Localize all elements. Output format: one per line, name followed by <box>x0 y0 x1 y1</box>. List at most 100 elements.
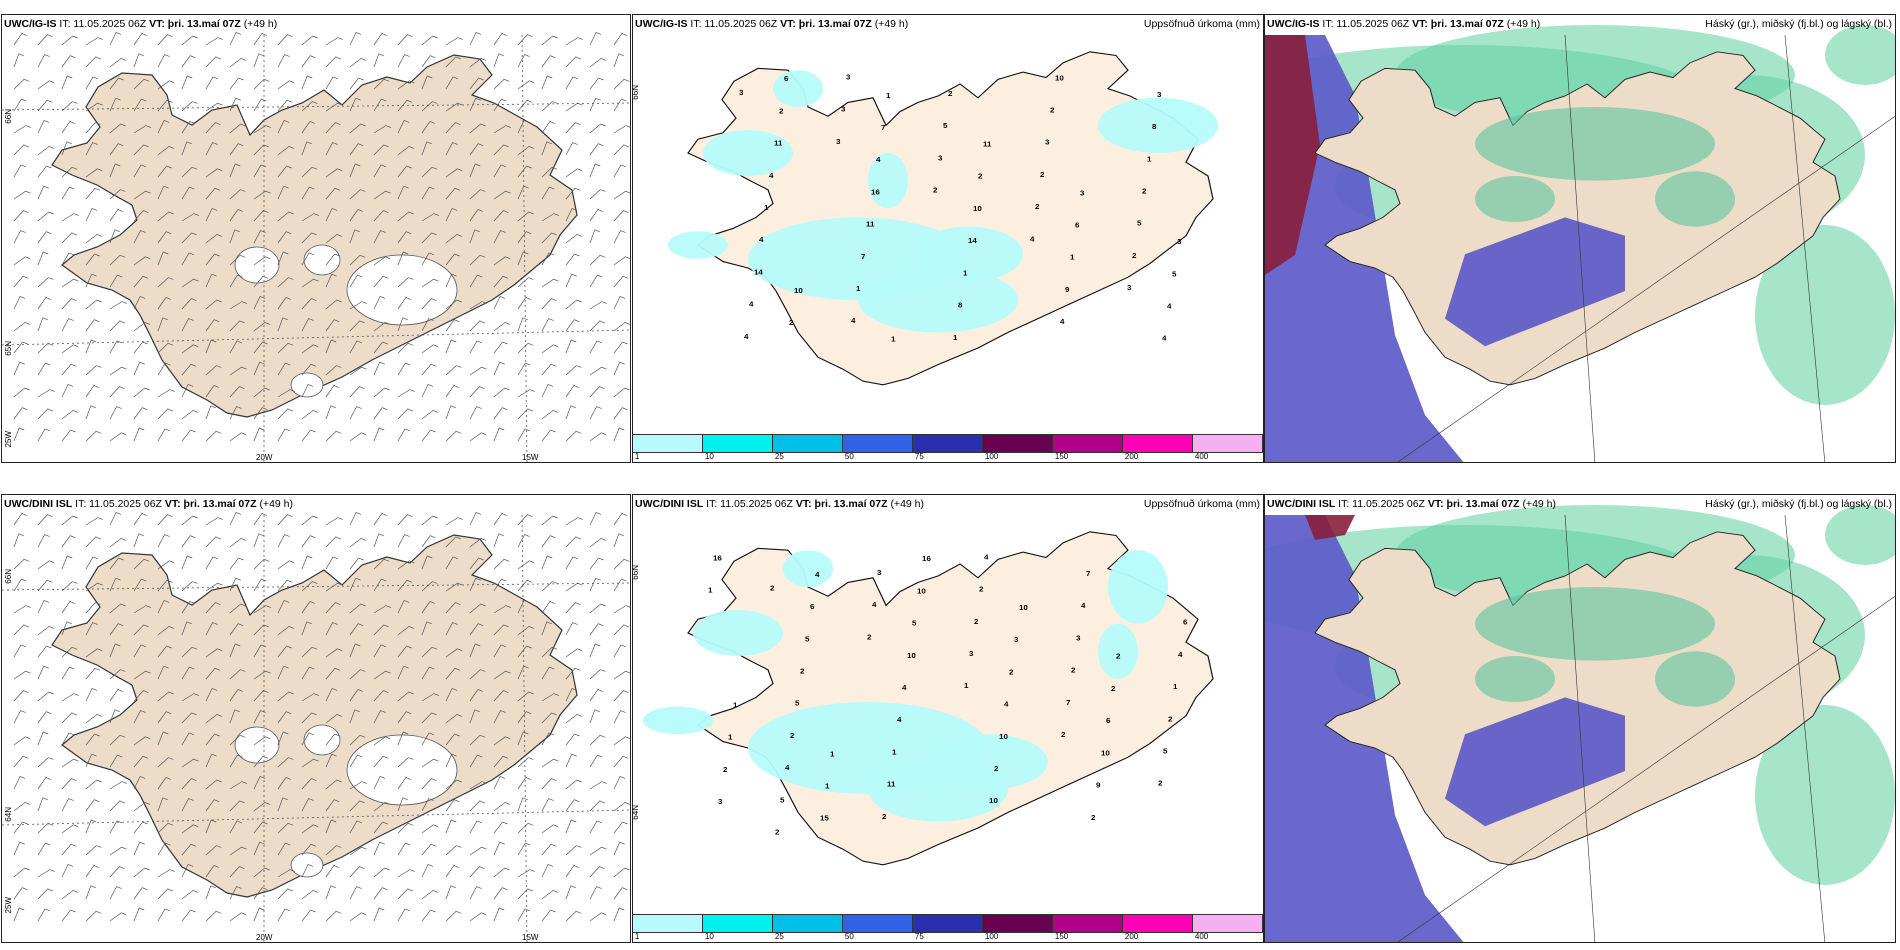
wind-barb <box>85 405 96 420</box>
wind-barb <box>397 645 412 658</box>
wind-barb <box>397 908 411 922</box>
lat-label-66: 66N <box>4 109 13 124</box>
wind-barb <box>397 888 413 900</box>
wind-barb <box>61 35 78 46</box>
wind-barb <box>493 841 505 856</box>
wind-barb <box>253 670 271 680</box>
wind-barb <box>397 146 415 156</box>
wind-barb <box>85 667 101 680</box>
wind-barb <box>301 798 314 812</box>
wind-barb <box>349 538 367 548</box>
wind-barb <box>493 210 509 222</box>
wind-barb <box>277 711 292 724</box>
cloud-title: Háský (gr.), miðský (fj.bl.) og lágský (… <box>1705 18 1892 30</box>
wind-barb <box>493 427 505 442</box>
wind-barb <box>85 714 103 724</box>
wind-barb <box>253 907 265 922</box>
precip-value-label: 1 <box>825 782 830 791</box>
wind-barb <box>85 37 104 46</box>
wind-barb <box>517 99 533 112</box>
wind-barb <box>469 820 483 834</box>
wind-barb <box>469 189 486 200</box>
wind-barb <box>517 560 535 570</box>
wind-barb <box>157 645 172 658</box>
precip-value-label: 10 <box>1101 749 1110 758</box>
wind-barb <box>157 665 169 680</box>
wind-barb <box>13 670 31 680</box>
wind-barb <box>85 687 98 702</box>
wind-barb <box>61 732 75 746</box>
wind-barb <box>325 273 337 288</box>
wind-barb <box>85 56 101 68</box>
colorbar-tick: 10 <box>704 452 714 461</box>
wind-barb <box>37 579 53 592</box>
wind-barb <box>229 603 246 614</box>
wind-barb <box>445 714 463 724</box>
wind-barb <box>349 406 362 420</box>
wind-barb <box>325 76 339 90</box>
wind-barb <box>589 623 604 636</box>
precip-value-label: 7 <box>1066 698 1070 707</box>
wind-barb <box>373 144 389 156</box>
wind-barb <box>325 56 341 68</box>
wind-barb <box>541 798 554 812</box>
wind-barb <box>517 645 532 658</box>
wind-barb <box>541 824 559 834</box>
wind-barb <box>205 299 222 310</box>
precip-value-label: 7 <box>881 123 885 132</box>
wind-barb <box>349 77 364 90</box>
wind-barb <box>445 76 459 90</box>
wind-barb <box>277 869 296 878</box>
wind-barb <box>205 253 220 266</box>
wind-barb <box>589 511 602 526</box>
wind-barb <box>253 802 271 812</box>
wind-barb <box>157 822 174 834</box>
wind-barb <box>517 317 528 332</box>
wind-barb <box>493 387 510 398</box>
wind-barb <box>277 888 293 900</box>
wind-barb <box>277 908 291 922</box>
wind-barb <box>589 432 607 442</box>
graticule-line <box>1397 116 1895 462</box>
wind-barb <box>445 253 460 266</box>
precip-value-label: 9 <box>1096 781 1100 790</box>
mid-cloud-area <box>1655 651 1735 707</box>
wind-barb <box>613 295 626 310</box>
wind-barb <box>541 621 552 636</box>
wind-barb <box>109 800 125 812</box>
wind-barb <box>613 98 627 112</box>
wind-barb <box>133 775 146 790</box>
wind-barb <box>541 166 558 178</box>
precip-value-label: 1 <box>892 748 897 757</box>
wind-barb <box>517 534 530 548</box>
wind-barb <box>613 841 625 856</box>
wind-barb <box>421 101 438 112</box>
precip-value-label: 11 <box>774 139 783 148</box>
wind-barb <box>157 185 169 200</box>
wind-barb <box>541 318 554 332</box>
wind-barb <box>517 428 531 442</box>
precip-value-label: 1 <box>733 701 738 710</box>
precip-value-label: 4 <box>1178 650 1183 659</box>
wind-barb <box>253 710 266 724</box>
wind-barb <box>445 779 462 790</box>
wind-barb <box>541 712 557 724</box>
precip-value-label: 9 <box>1065 285 1069 294</box>
wind-barb <box>301 252 315 266</box>
wind-barb <box>157 296 171 310</box>
wind-barb <box>613 125 630 134</box>
wind-barb <box>445 910 462 922</box>
precip-value-label: 4 <box>1167 302 1172 311</box>
wind-barb <box>61 318 74 332</box>
wind-barb <box>421 429 436 442</box>
colorbar-tick: 10 <box>704 932 714 941</box>
precip-value-label: 5 <box>912 619 917 628</box>
wind-barb <box>37 389 56 398</box>
wind-barb <box>157 317 168 332</box>
wind-barb <box>445 517 464 526</box>
wind-barb <box>109 320 125 332</box>
wind-barb <box>325 687 338 702</box>
wind-barb <box>301 732 315 746</box>
wind-barb <box>277 645 292 658</box>
precip-area <box>668 231 728 259</box>
